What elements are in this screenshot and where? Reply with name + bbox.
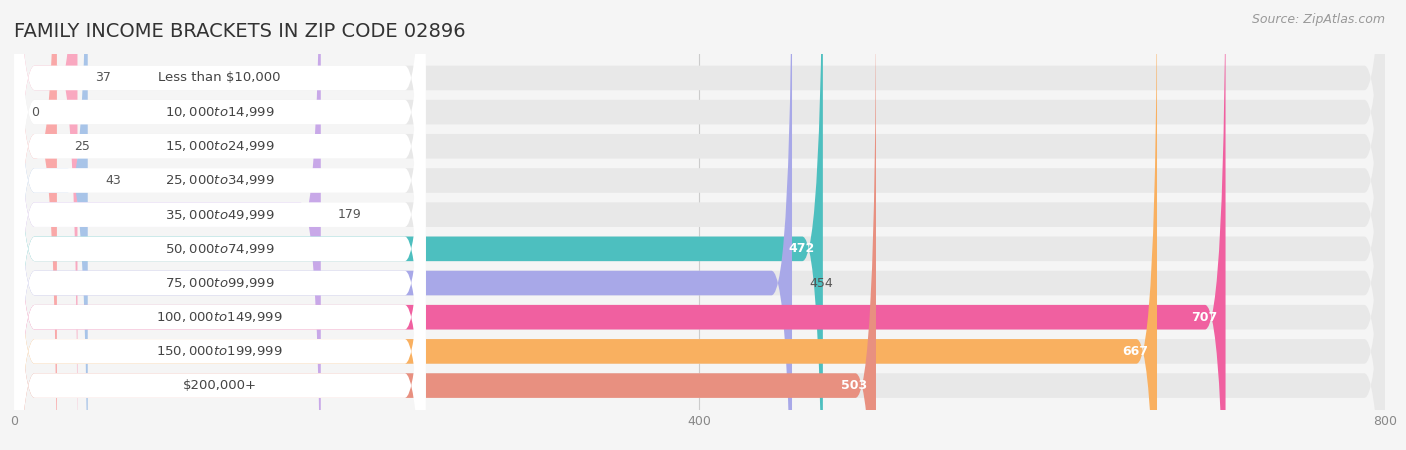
Text: FAMILY INCOME BRACKETS IN ZIP CODE 02896: FAMILY INCOME BRACKETS IN ZIP CODE 02896 [14,22,465,41]
FancyBboxPatch shape [14,0,1385,450]
FancyBboxPatch shape [14,0,1385,450]
FancyBboxPatch shape [14,0,1385,450]
FancyBboxPatch shape [14,0,425,450]
FancyBboxPatch shape [14,0,1385,450]
Text: 37: 37 [94,72,111,85]
FancyBboxPatch shape [14,0,425,450]
FancyBboxPatch shape [14,0,425,450]
Text: 667: 667 [1122,345,1149,358]
FancyBboxPatch shape [14,0,1385,450]
FancyBboxPatch shape [14,0,1226,450]
FancyBboxPatch shape [14,0,56,450]
Text: 503: 503 [841,379,868,392]
FancyBboxPatch shape [14,0,425,450]
FancyBboxPatch shape [14,0,425,450]
Text: Less than $10,000: Less than $10,000 [159,72,281,85]
FancyBboxPatch shape [14,0,792,450]
Text: 454: 454 [810,276,832,289]
Text: $35,000 to $49,999: $35,000 to $49,999 [165,207,274,222]
FancyBboxPatch shape [14,0,425,450]
Text: $200,000+: $200,000+ [183,379,257,392]
Text: $50,000 to $74,999: $50,000 to $74,999 [165,242,274,256]
Text: $25,000 to $34,999: $25,000 to $34,999 [165,174,274,188]
Text: Source: ZipAtlas.com: Source: ZipAtlas.com [1251,14,1385,27]
Text: $75,000 to $99,999: $75,000 to $99,999 [165,276,274,290]
FancyBboxPatch shape [14,0,425,450]
FancyBboxPatch shape [14,0,1157,450]
Text: 179: 179 [337,208,361,221]
FancyBboxPatch shape [14,0,823,450]
Text: 472: 472 [787,243,814,255]
FancyBboxPatch shape [14,0,1385,450]
Text: 0: 0 [31,106,39,119]
FancyBboxPatch shape [14,0,876,450]
FancyBboxPatch shape [14,0,425,450]
FancyBboxPatch shape [14,0,321,450]
FancyBboxPatch shape [14,0,1385,450]
FancyBboxPatch shape [14,0,425,450]
Text: 25: 25 [75,140,90,153]
Text: $100,000 to $149,999: $100,000 to $149,999 [156,310,283,324]
Text: $10,000 to $14,999: $10,000 to $14,999 [165,105,274,119]
Text: 707: 707 [1191,310,1218,324]
FancyBboxPatch shape [14,0,1385,450]
FancyBboxPatch shape [14,0,87,450]
FancyBboxPatch shape [14,0,1385,450]
FancyBboxPatch shape [14,0,1385,450]
FancyBboxPatch shape [14,0,425,450]
Text: 43: 43 [105,174,121,187]
Text: $15,000 to $24,999: $15,000 to $24,999 [165,140,274,153]
FancyBboxPatch shape [14,0,77,450]
Text: $150,000 to $199,999: $150,000 to $199,999 [156,344,283,358]
